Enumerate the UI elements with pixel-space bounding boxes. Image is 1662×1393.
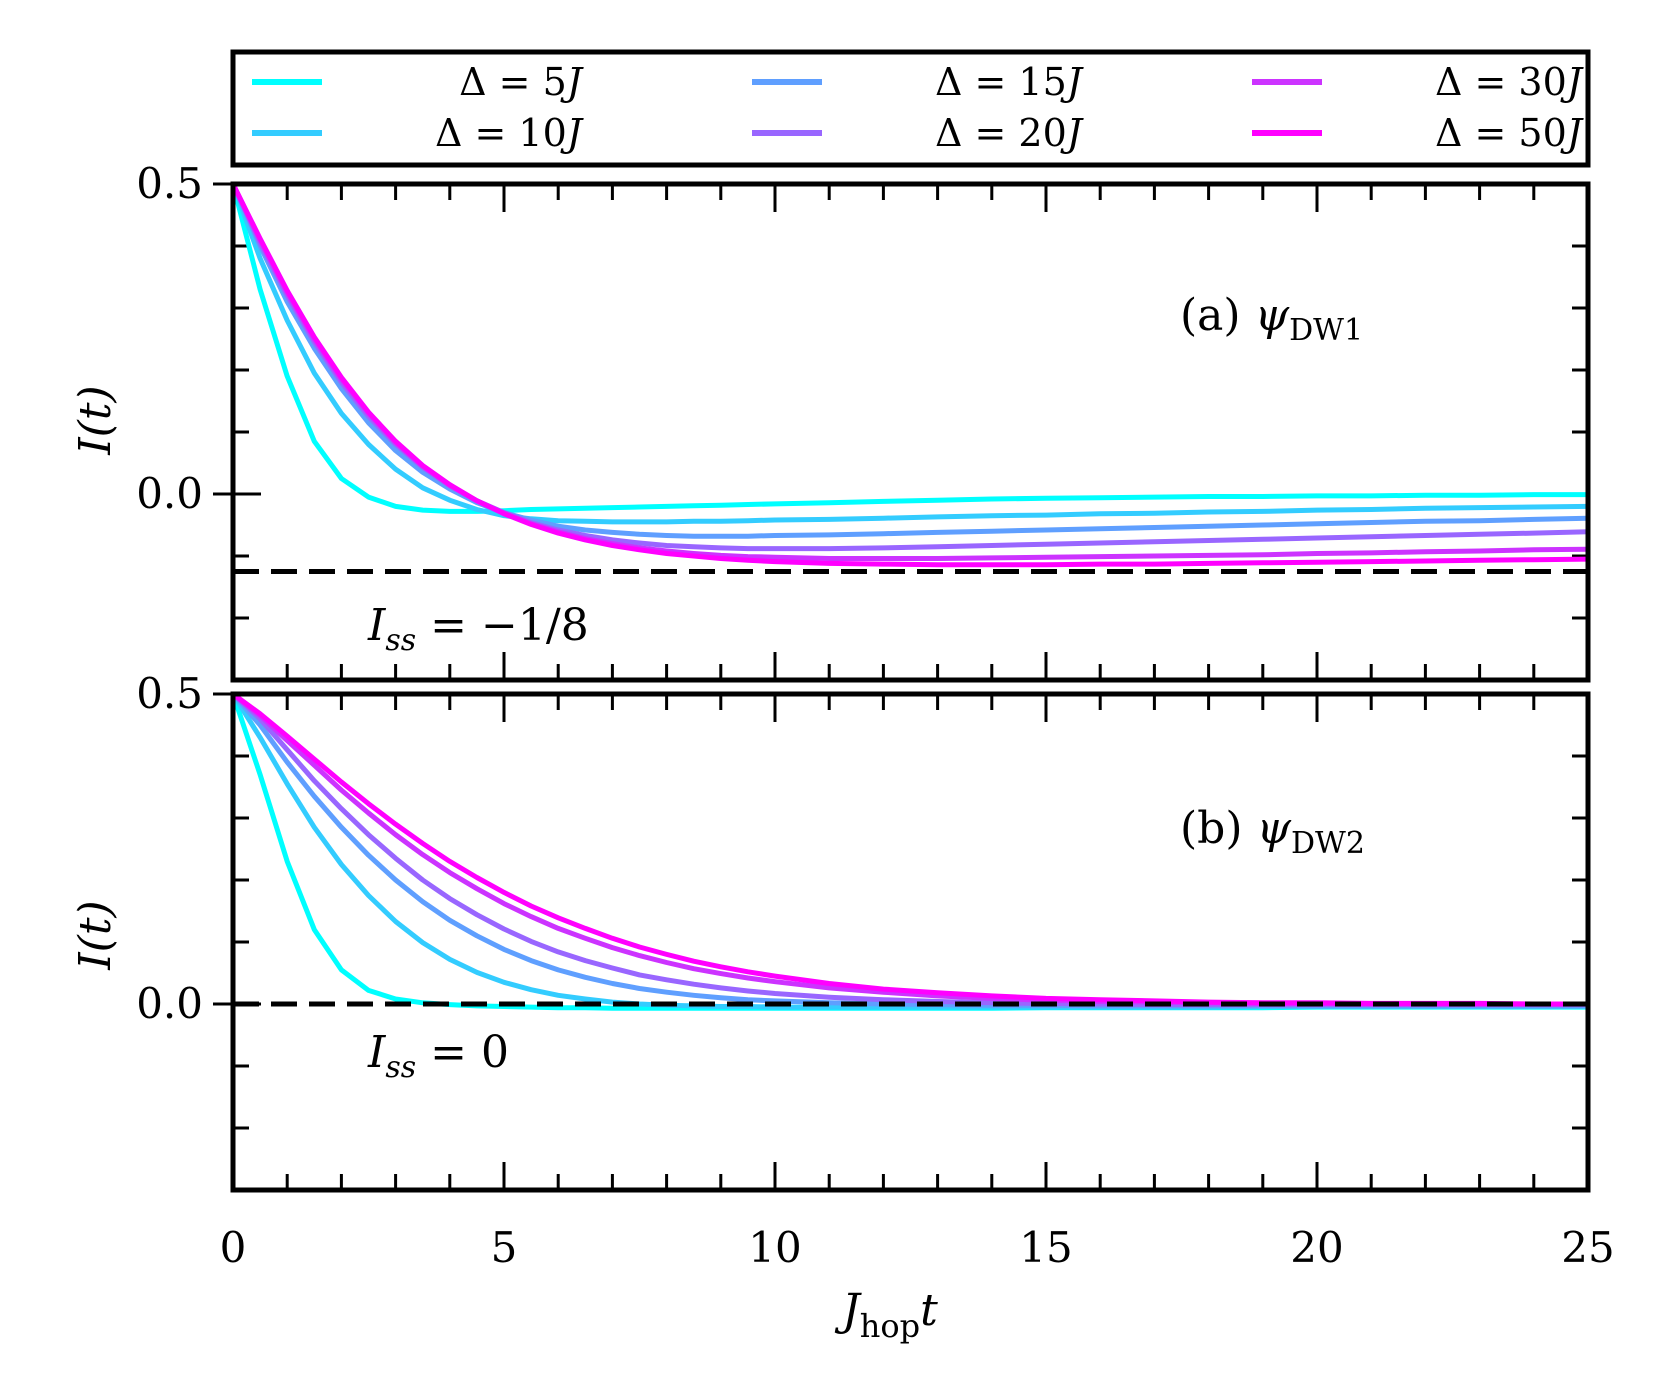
panel-b: 0.5 0.0 (136, 669, 1591, 1193)
series-line (233, 694, 1588, 1007)
legend-label: Δ = 15J (935, 60, 1084, 104)
x-axis-label: Jhopt (834, 1285, 938, 1345)
y-tick-label: 0.0 (136, 979, 203, 1028)
series-line (233, 694, 1588, 1007)
panel-b-ss-label: Iss = 0 (367, 1027, 509, 1085)
panel-b-series (233, 694, 1588, 1011)
legend-label: Δ = 50J (1435, 111, 1584, 155)
panel-a-frame (230, 181, 1591, 683)
x-tick-labels: 0 5 10 15 20 25 (220, 1223, 1615, 1272)
x-tick-label: 5 (491, 1223, 518, 1272)
panel-a: 0.5 0.0 (136, 159, 1591, 683)
legend: Δ = 5J Δ = 15J Δ = 30J Δ = 10J Δ = 20J Δ = 50… (230, 49, 1591, 168)
series-line (233, 184, 1588, 525)
panel-b-label: (b) ψDW2 (1180, 803, 1365, 861)
legend-label: Δ = 30J (1435, 60, 1584, 104)
series-line (233, 184, 1588, 539)
x-tick-label: 15 (1019, 1223, 1072, 1272)
y-tick-label: 0.0 (136, 469, 203, 518)
series-line (233, 694, 1588, 1008)
panel-a-label: (a) ψDW1 (1180, 290, 1363, 348)
panel-a-ss-label: Iss = −1/8 (367, 600, 589, 658)
y-tick-label: 0.5 (136, 159, 203, 208)
x-tick-label: 10 (748, 1223, 801, 1272)
series-line (233, 184, 1588, 514)
legend-label: Δ = 5J (459, 60, 584, 104)
panel-a-ylabel: I(t) (70, 385, 121, 455)
panel-a-series (233, 184, 1588, 568)
legend-frame (230, 49, 1591, 168)
series-line (233, 184, 1588, 568)
x-tick-label: 0 (220, 1223, 247, 1272)
y-tick-label: 0.5 (136, 669, 203, 718)
panel-b-ylabel: I(t) (70, 900, 121, 970)
x-tick-label: 25 (1561, 1223, 1614, 1272)
panel-b-frame (230, 691, 1591, 1193)
legend-label: Δ = 20J (935, 111, 1084, 155)
x-tick-label: 20 (1290, 1223, 1343, 1272)
legend-label: Δ = 10J (435, 111, 584, 155)
